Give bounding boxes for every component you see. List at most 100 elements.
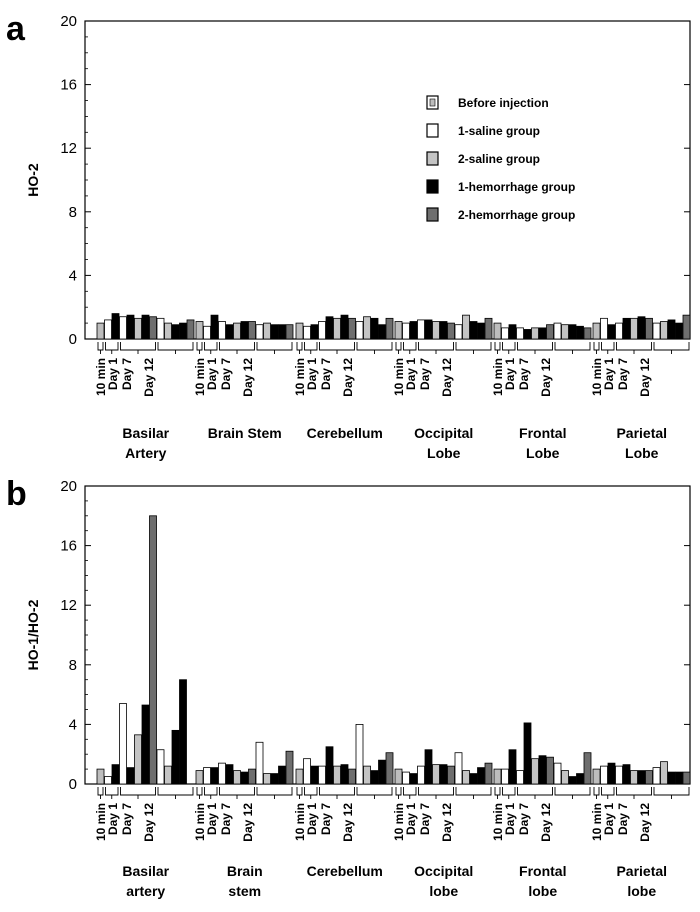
time-label-occipital-lobe-day-1: Day 1 — [404, 358, 418, 390]
time-label-brain-stem-day-12: Day 12 — [241, 803, 255, 842]
bar-basilar-artery-7 — [141, 314, 150, 340]
group-label-brain-stem-2: stem — [228, 883, 261, 899]
time-label-occipital-lobe-day-1: Day 1 — [404, 803, 418, 835]
time-label-parietal-lobe-day-1: Day 1 — [602, 803, 616, 835]
time-label-brain-stem-day-1: Day 1 — [205, 358, 219, 390]
bar-cerebellum-13 — [385, 752, 394, 785]
time-label-brain-stem-day-7: Day 7 — [219, 358, 233, 390]
bar-parietal-lobe-8 — [645, 317, 653, 340]
bar-brain-stem-11 — [270, 773, 279, 785]
bracket-frontal-lobe-day-1 — [502, 342, 516, 351]
bar-basilar-artery-12 — [179, 322, 187, 340]
time-label-basilar-artery-day-7: Day 7 — [120, 803, 134, 835]
bar-cerebellum-1 — [295, 768, 304, 785]
time-label-cerebellum-day-7: Day 7 — [319, 803, 333, 835]
bracket-occipital-lobe-day-1 — [403, 787, 417, 796]
bar-cerebellum-1 — [295, 322, 304, 340]
time-label-brain-stem-day-7: Day 7 — [219, 803, 233, 835]
time-label-cerebellum-day-12: Day 12 — [341, 803, 355, 842]
bar-basilar-artery-6 — [134, 317, 142, 340]
bar-basilar-artery-8 — [149, 515, 157, 785]
time-label-frontal-lobe-day-1: Day 1 — [503, 358, 517, 390]
bracket-cerebellum-day-7 — [319, 787, 355, 796]
y-tick-label-8: 8 — [69, 204, 77, 221]
y-axis-label: HO-2 — [25, 163, 41, 197]
bar-basilar-artery-9 — [156, 749, 165, 785]
bar-basilar-artery-13 — [186, 319, 195, 340]
bracket-occipital-lobe-day-12 — [455, 342, 492, 351]
group-label-basilar-artery-2: artery — [126, 883, 165, 899]
bracket-occipital-lobe-day-7 — [418, 342, 454, 351]
bracket-parietal-lobe-day-7 — [616, 787, 652, 796]
bar-cerebellum-5 — [325, 316, 334, 340]
time-label-cerebellum-day-1: Day 1 — [305, 803, 319, 835]
bracket-cerebellum-day-1 — [304, 342, 318, 351]
legend-label-before-injection: Before injection — [458, 96, 549, 110]
bar-occipital-lobe-7 — [439, 321, 448, 340]
bar-parietal-lobe-11 — [667, 319, 676, 340]
bar-occipital-lobe-12 — [477, 322, 485, 340]
bar-brain-stem-1 — [195, 321, 204, 340]
bar-frontal-lobe-3 — [508, 749, 517, 785]
bracket-brain-stem-10-min — [196, 342, 203, 351]
group-label-frontal-lobe-2: lobe — [528, 883, 557, 899]
bracket-occipital-lobe-day-1 — [403, 342, 417, 351]
time-label-basilar-artery-10-min: 10 min — [94, 803, 108, 841]
bracket-brain-stem-day-1 — [204, 342, 218, 351]
bar-frontal-lobe-1 — [493, 768, 502, 785]
bracket-cerebellum-10-min — [296, 342, 303, 351]
group-label-cerebellum-1: Cerebellum — [307, 863, 383, 879]
group-label-parietal-lobe-1: Parietal — [616, 863, 667, 879]
bar-cerebellum-8 — [348, 768, 356, 785]
bar-brain-stem-3 — [210, 767, 219, 785]
time-label-basilar-artery-day-12: Day 12 — [142, 803, 156, 842]
legend-swatch-2-hemorrhage — [426, 207, 439, 222]
bar-occipital-lobe-11 — [469, 321, 478, 340]
bar-basilar-artery-2 — [104, 776, 112, 785]
bar-brain-stem-9 — [255, 741, 264, 785]
time-label-parietal-lobe-day-7: Day 7 — [616, 358, 630, 390]
bar-basilar-artery-3 — [111, 764, 120, 785]
bracket-brain-stem-day-7 — [219, 342, 255, 351]
legend-swatch-1-hemorrhage — [426, 179, 439, 194]
y-tick-label-20: 20 — [60, 478, 77, 495]
y-tick-label-12: 12 — [60, 140, 77, 157]
bracket-occipital-lobe-10-min — [395, 787, 402, 796]
bar-cerebellum-12 — [378, 324, 386, 340]
bar-basilar-artery-11 — [171, 729, 180, 785]
legend-swatch-1-saline — [426, 123, 439, 138]
y-axis-label: HO-1/HO-2 — [25, 599, 41, 670]
y-tick-label-12: 12 — [60, 597, 77, 614]
time-label-brain-stem-day-1: Day 1 — [205, 803, 219, 835]
bar-cerebellum-10 — [363, 316, 371, 340]
bar-basilar-artery-5 — [126, 314, 135, 340]
bar-parietal-lobe-6 — [630, 770, 638, 785]
bracket-occipital-lobe-day-7 — [418, 787, 454, 796]
bar-occipital-lobe-10 — [462, 770, 470, 785]
bar-occipital-lobe-4 — [417, 765, 425, 785]
bar-occipital-lobe-8 — [447, 765, 455, 785]
bar-brain-stem-10 — [263, 322, 271, 340]
bar-occipital-lobe-11 — [469, 773, 478, 785]
bar-cerebellum-11 — [370, 317, 379, 340]
panel-label-b: b — [6, 475, 27, 513]
time-label-basilar-artery-10-min: 10 min — [94, 358, 108, 396]
bar-frontal-lobe-6 — [531, 758, 539, 785]
bar-cerebellum-6 — [333, 317, 341, 340]
bar-basilar-artery-2 — [104, 319, 112, 340]
bar-cerebellum-5 — [325, 746, 334, 785]
bar-cerebellum-3 — [310, 324, 319, 340]
group-label-frontal-lobe-1: Frontal — [519, 425, 566, 441]
bar-brain-stem-5 — [225, 324, 234, 340]
legend-label-1-hemorrhage: 1-hemorrhage group — [458, 180, 575, 194]
bar-frontal-lobe-7 — [538, 327, 547, 340]
bar-cerebellum-7 — [340, 314, 349, 340]
bar-basilar-artery-6 — [134, 734, 142, 785]
bar-frontal-lobe-9 — [553, 322, 562, 340]
bracket-cerebellum-day-7 — [319, 342, 355, 351]
bar-cerebellum-2 — [303, 325, 311, 340]
time-label-frontal-lobe-day-1: Day 1 — [503, 803, 517, 835]
bar-frontal-lobe-6 — [531, 327, 539, 340]
bar-brain-stem-13 — [285, 750, 294, 785]
